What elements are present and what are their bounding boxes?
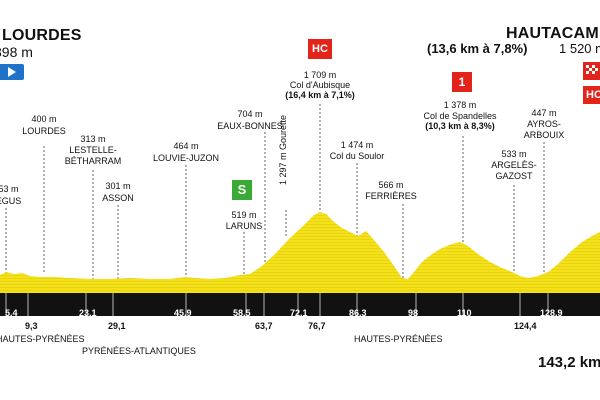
point-name-12b: GAZOST (495, 171, 533, 181)
point-climb-8: (16,4 km à 7,1%) (285, 90, 355, 100)
km-label-4: 45,9 (174, 308, 192, 318)
km-label-6: 63,7 (255, 321, 273, 331)
profile-fill (0, 212, 600, 293)
base-ticks (5, 293, 549, 316)
finish-hc-badge: HC (583, 86, 600, 104)
start-altitude: 398 m (0, 44, 33, 60)
point-alt-10: 566 m (378, 180, 404, 190)
finish-climb: (13,6 km à 7,8%) (427, 41, 528, 56)
point-alt-2: 313 m (80, 134, 106, 144)
point-name-8: Col d'Aubisque (289, 80, 351, 90)
point-name-3: ASSON (102, 193, 134, 203)
profile-base (0, 293, 600, 316)
point-name-11: Col de Spandelles (423, 111, 497, 121)
km-label-10: 98 (408, 308, 419, 318)
point-name-7: Gourette (277, 114, 288, 150)
km-label-13: 128,9 (540, 308, 563, 318)
point-climb-11: (10,3 km à 8,3%) (425, 121, 495, 131)
point-name-5: LARUNS (225, 221, 263, 231)
point-name-13b: ARBOUIX (523, 130, 565, 140)
km-label-2: 23,1 (79, 308, 97, 318)
point-alt-0: 553 m (0, 184, 19, 194)
km-label-12: 124,4 (514, 321, 537, 331)
point-name-1: LOURDES (22, 126, 66, 136)
km-label-5: 58,5 (233, 308, 251, 318)
km-label-8: 76,7 (308, 321, 326, 331)
cat1-badge: 1 (452, 72, 472, 92)
point-alt-11: 1 378 m (443, 100, 477, 110)
km-label-9: 86,3 (349, 308, 367, 318)
km-label-11: 110 (457, 308, 472, 318)
finish-flag-icon (583, 62, 600, 80)
region-0: HAUTES-PYRÉNÉES (0, 334, 85, 344)
point-alt-3: 301 m (105, 181, 131, 191)
point-name-0: LÉGUS (0, 196, 22, 206)
km-label-3: 29,1 (108, 321, 126, 331)
finish-altitude: 1 520 m (559, 41, 600, 56)
marker-lines (5, 104, 545, 279)
point-name-2b: BÉTHARRAM (64, 156, 122, 166)
point-alt-4: 464 m (173, 141, 199, 151)
km-label-7: 72,1 (290, 308, 308, 318)
region-2: HAUTES-PYRÉNÉES (354, 334, 443, 344)
point-alt-1: 400 m (31, 114, 57, 124)
point-name-2a: LESTELLE- (69, 145, 117, 155)
point-name-12a: ARGELÈS- (491, 160, 537, 170)
region-1: PYRÉNÉES-ATLANTIQUES (82, 346, 196, 356)
km-label-1: 9,3 (25, 321, 38, 331)
point-name-4: LOUVIE-JUZON (152, 153, 220, 163)
km-label-0: 5,4 (5, 308, 18, 318)
point-name-10: FERRIÈRES (365, 191, 417, 201)
point-name-6: EAUX-BONNES (217, 121, 283, 131)
hc-badge: HC (308, 39, 332, 59)
point-alt-6: 704 m (237, 109, 263, 119)
point-alt-13: 447 m (531, 108, 557, 118)
point-alt-5: 519 m (231, 210, 257, 220)
point-alt-8: 1 709 m (303, 70, 337, 80)
start-name: LOURDES (2, 27, 82, 44)
point-alt-12: 533 m (501, 149, 527, 159)
point-alt-7-value: 1 297 m (277, 152, 288, 186)
total-distance: 143,2 km (538, 354, 600, 371)
start-flag-icon (0, 64, 24, 80)
point-name-13a: AYROS- (527, 119, 561, 129)
point-name-9: Col du Soulor (329, 151, 385, 161)
point-alt-9: 1 474 m (340, 140, 374, 150)
sprint-badge: S (232, 180, 252, 200)
point-alt-7: 1 297 m Gourette (278, 115, 288, 185)
finish-name: HAUTACAM (506, 25, 599, 42)
